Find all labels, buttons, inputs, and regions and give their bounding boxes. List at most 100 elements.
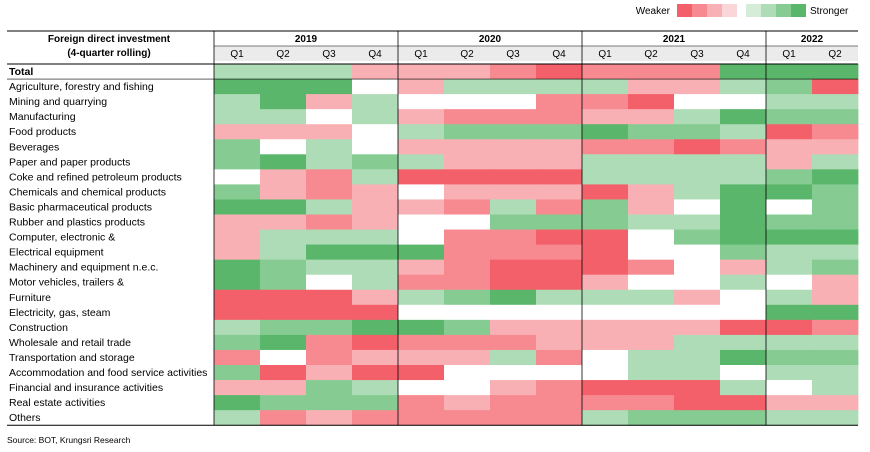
heatmap-cell [766, 380, 813, 396]
heatmap-cell [628, 319, 675, 336]
heatmap-cell [628, 334, 675, 351]
heatmap-cell [306, 229, 353, 245]
heatmap-cell [582, 274, 629, 291]
legend-swatch [761, 4, 776, 17]
heatmap-cell [766, 94, 813, 110]
row-label: Chemicals and chemical products [9, 186, 166, 198]
heatmap-cell [812, 154, 859, 170]
heatmap-cell [352, 349, 399, 366]
heatmap-cell [260, 139, 307, 155]
heatmap-cell [720, 94, 767, 110]
heatmap-cell [536, 274, 583, 291]
heatmap-cell [260, 334, 307, 351]
heatmap-cell [352, 289, 399, 306]
row-label: Rubber and plastics products [9, 217, 145, 229]
heatmap-cell [674, 124, 721, 140]
year-header: 2022 [801, 34, 824, 45]
heatmap-cell [674, 244, 721, 261]
heatmap-cell [536, 109, 583, 125]
heatmap-cell [398, 154, 445, 170]
heatmap-cell [812, 139, 859, 155]
row-label: Coke and refined petroleum products [9, 171, 182, 183]
heatmap-cell [674, 64, 721, 80]
heatmap-cell [582, 64, 629, 80]
heatmap-cell [812, 349, 859, 366]
heatmap-cell [628, 79, 675, 95]
legend-weaker-label: Weaker [636, 6, 671, 17]
quarter-header: Q4 [552, 49, 566, 60]
heatmap-cell [490, 259, 537, 276]
heatmap-cell [352, 214, 399, 230]
heatmap-cell [582, 395, 629, 411]
row-label: Machinery and equipment n.e.c. [9, 262, 158, 274]
heatmap-cell [306, 154, 353, 170]
heatmap-cell [444, 214, 491, 230]
heatmap-cell [536, 124, 583, 140]
row-label: Accommodation and food service activitie… [9, 367, 207, 379]
heatmap-cell [490, 214, 537, 230]
heatmap-cell [766, 274, 813, 291]
heatmap-cell [444, 64, 491, 80]
row-labels: Total Agriculture, forestry and fishing Mi… [9, 66, 207, 424]
heatmap-cell [582, 259, 629, 276]
row-label: Construction [9, 322, 68, 334]
heatmap-cell [214, 395, 261, 411]
heatmap-cell [628, 124, 675, 140]
heatmap-cell [674, 109, 721, 125]
heatmap-cell [536, 289, 583, 306]
heatmap-cell [766, 154, 813, 170]
heatmap-cell [444, 229, 491, 245]
heatmap-cell [260, 244, 307, 261]
heatmap-cell [720, 349, 767, 366]
heatmap-cell [352, 410, 399, 426]
heatmap-cell [444, 349, 491, 366]
heatmap-cell [720, 154, 767, 170]
heatmap-cell [306, 79, 353, 95]
heatmap-cell [812, 380, 859, 396]
heatmap-cell [352, 319, 399, 336]
heatmap-cell [720, 289, 767, 306]
heatmap-cell [628, 274, 675, 291]
heatmap-cell [766, 349, 813, 366]
heatmap-cell [398, 410, 445, 426]
heatmap-cell [260, 349, 307, 366]
heatmap-cell [628, 304, 675, 321]
quarter-header: Q2 [460, 49, 474, 60]
heatmap-cell [766, 259, 813, 276]
heatmap-cell [628, 199, 675, 215]
heatmap-cell [306, 289, 353, 306]
heatmap-cell [536, 349, 583, 366]
heatmap-cell [352, 154, 399, 170]
heatmap-cell [720, 259, 767, 276]
heatmap-cell [444, 304, 491, 321]
heatmap-cell [812, 304, 859, 321]
heatmap-cell [306, 109, 353, 125]
heatmap-cell [490, 365, 537, 381]
year-header: 2021 [663, 34, 686, 45]
header-title-line1: Foreign direct investment [48, 34, 171, 45]
heatmap-cell [444, 259, 491, 276]
heatmap-cell [260, 380, 307, 396]
heatmap-cell [674, 319, 721, 336]
heatmap-cell [398, 259, 445, 276]
heatmap-cell [582, 304, 629, 321]
heatmap-cell [536, 259, 583, 276]
heatmap-cell [490, 139, 537, 155]
grid-lines [7, 30, 858, 426]
heatmap-cell [582, 124, 629, 140]
heatmap-cell [306, 124, 353, 140]
heatmap-cell [398, 199, 445, 215]
year-header: 2020 [479, 34, 502, 45]
heatmap-cell [444, 199, 491, 215]
row-label: Computer, electronic & [9, 232, 115, 244]
quarter-header: Q3 [506, 49, 520, 60]
legend-swatch [776, 4, 791, 17]
heatmap-cell [490, 380, 537, 396]
heatmap-cell [260, 289, 307, 306]
heatmap-cell [398, 365, 445, 381]
heatmap-cell [766, 79, 813, 95]
heatmap-cell [398, 124, 445, 140]
heatmap-cell [214, 244, 261, 261]
heatmap-cell [398, 395, 445, 411]
